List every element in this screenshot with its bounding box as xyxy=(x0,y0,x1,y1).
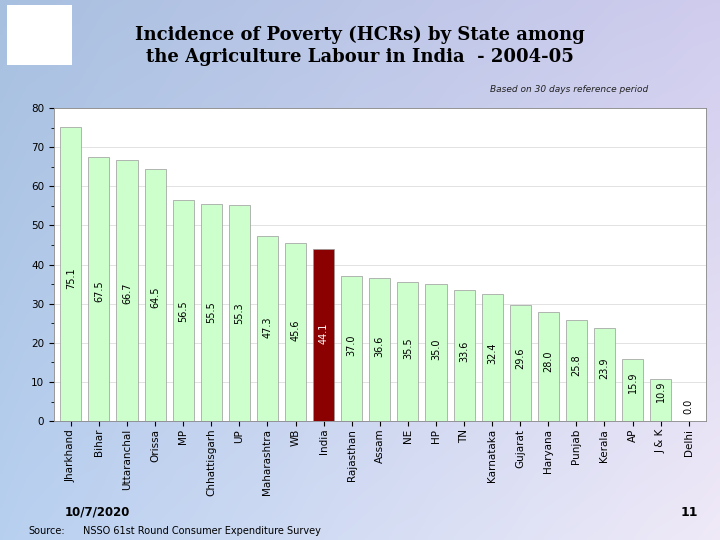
Bar xyxy=(257,236,278,421)
Bar xyxy=(229,205,250,421)
Text: the Agriculture Labour in India  - 2004-05: the Agriculture Labour in India - 2004-0… xyxy=(146,48,574,66)
Bar xyxy=(454,289,474,421)
Bar xyxy=(622,359,643,421)
Text: 0.0: 0.0 xyxy=(684,399,694,414)
Bar xyxy=(201,204,222,421)
Text: Incidence of Poverty (HCRs) by State among: Incidence of Poverty (HCRs) by State amo… xyxy=(135,26,585,44)
Text: 67.5: 67.5 xyxy=(94,281,104,302)
Bar xyxy=(482,294,503,421)
Text: Source:: Source: xyxy=(29,525,66,536)
Text: 64.5: 64.5 xyxy=(150,286,160,308)
Text: 44.1: 44.1 xyxy=(319,322,328,343)
Bar xyxy=(650,379,671,421)
Bar xyxy=(397,282,418,421)
Bar xyxy=(313,248,334,421)
Text: 28.0: 28.0 xyxy=(544,350,553,372)
Text: 23.9: 23.9 xyxy=(600,357,610,379)
Bar xyxy=(145,168,166,421)
Bar xyxy=(426,284,446,421)
Text: Based on 30 days reference period: Based on 30 days reference period xyxy=(490,85,648,93)
Bar xyxy=(594,328,615,421)
Text: 33.6: 33.6 xyxy=(459,341,469,362)
Text: 75.1: 75.1 xyxy=(66,267,76,289)
Text: 45.6: 45.6 xyxy=(291,319,300,341)
Text: 66.7: 66.7 xyxy=(122,282,132,303)
Text: 55.5: 55.5 xyxy=(207,302,216,323)
Bar xyxy=(89,157,109,421)
Text: 10.9: 10.9 xyxy=(656,381,666,402)
Text: 37.0: 37.0 xyxy=(347,334,356,356)
Bar xyxy=(285,242,306,421)
Text: 47.3: 47.3 xyxy=(263,316,272,338)
Text: 29.6: 29.6 xyxy=(516,348,525,369)
Text: 36.6: 36.6 xyxy=(375,335,384,357)
Bar xyxy=(510,305,531,421)
Text: NSSO 61st Round Consumer Expenditure Survey: NSSO 61st Round Consumer Expenditure Sur… xyxy=(83,525,320,536)
Text: 15.9: 15.9 xyxy=(628,372,638,393)
Text: 11: 11 xyxy=(681,505,698,519)
Text: 10/7/2020: 10/7/2020 xyxy=(65,505,130,519)
Bar xyxy=(173,200,194,421)
Bar xyxy=(117,160,138,421)
Text: 35.0: 35.0 xyxy=(431,338,441,360)
Text: 56.5: 56.5 xyxy=(178,300,188,322)
Bar xyxy=(369,278,390,421)
Text: 32.4: 32.4 xyxy=(487,342,497,364)
Text: 35.5: 35.5 xyxy=(403,337,413,359)
Bar xyxy=(566,320,587,421)
Bar xyxy=(60,127,81,421)
Text: 55.3: 55.3 xyxy=(235,302,244,324)
Text: 25.8: 25.8 xyxy=(572,354,582,376)
Bar xyxy=(341,276,362,421)
Bar xyxy=(538,312,559,421)
